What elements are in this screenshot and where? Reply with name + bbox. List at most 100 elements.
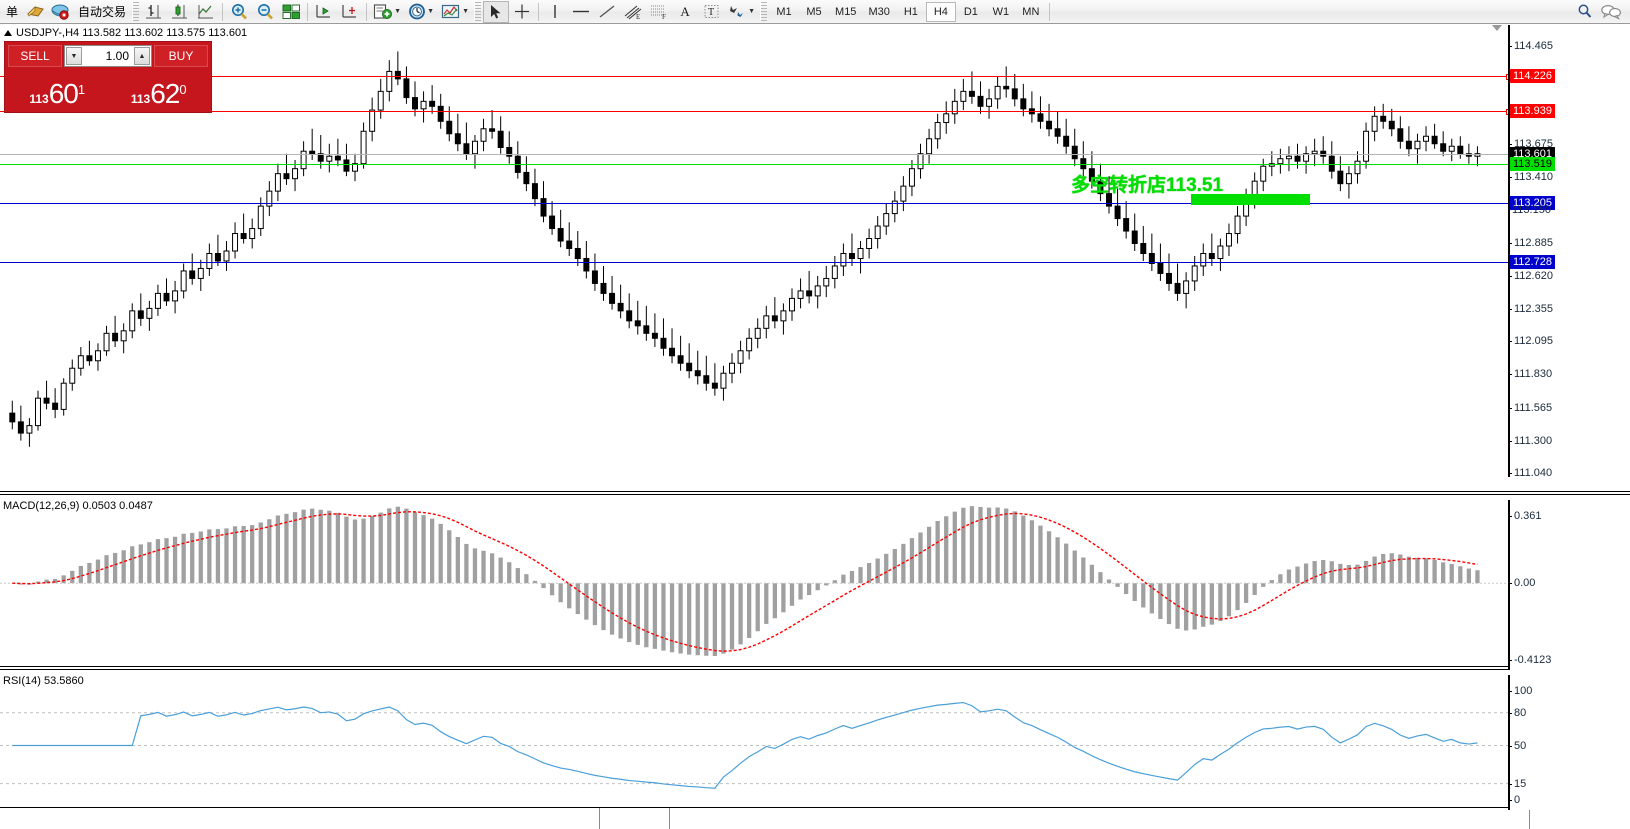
price-level-badge[interactable]: 113.150 — [1512, 203, 1551, 216]
expert-advisor-icon[interactable] — [22, 1, 48, 23]
price-level-badge[interactable]: 113.519 — [1510, 156, 1555, 171]
chevron-down-icon[interactable]: ▼ — [394, 8, 401, 15]
rsi-y-axis[interactable]: 100 80 50 15 0 — [1508, 675, 1630, 810]
price-level-line[interactable] — [0, 109, 1512, 116]
volume-decrease-button[interactable]: ▼ — [66, 47, 82, 65]
price-tick-label: 111.830 — [1508, 368, 1553, 381]
price-level-line[interactable] — [0, 163, 1508, 165]
macd-y-axis[interactable]: 0.361 0.00 -0.4123 — [1508, 500, 1630, 670]
price-level-line[interactable] — [0, 153, 1508, 155]
tile-windows-icon[interactable] — [278, 1, 304, 23]
price-tick-label: 114.465 — [1509, 39, 1553, 52]
main-toolbar: 单 自动交易 — [0, 0, 1630, 24]
horizontal-line-icon[interactable] — [568, 1, 594, 23]
price-level-badge[interactable]: 114.226 — [1510, 68, 1555, 83]
timeframe-button-m15[interactable]: M15 — [835, 5, 857, 18]
period-icon[interactable]: ▼ — [404, 1, 438, 23]
auto-trading-label[interactable]: 自动交易 — [78, 5, 127, 19]
macd-chart-canvas[interactable] — [0, 500, 1508, 670]
timeframe-button-h4[interactable]: H4 — [925, 1, 956, 22]
timeframe-button-d1[interactable]: D1 — [963, 5, 978, 18]
price-level-badge[interactable]: 112.728 — [1510, 255, 1555, 270]
price-tick-label: 111.565 — [1508, 401, 1553, 414]
pane-separator-macd[interactable] — [0, 491, 1630, 495]
sell-price-main: 60 — [48, 78, 79, 109]
volume-stepper[interactable]: ▼ 1.00 ▲ — [64, 45, 152, 67]
timeframe-button-m1[interactable]: M1 — [776, 5, 792, 18]
rsi-label: RSI(14) 53.5860 — [3, 675, 84, 687]
price-level-line[interactable] — [0, 73, 1512, 80]
price-y-axis[interactable]: 114.465 113.675 113.410 112.885 112.620 112.3… — [1508, 25, 1630, 479]
toolbar-grip[interactable] — [132, 2, 140, 21]
zoom-out-icon[interactable] — [252, 1, 278, 23]
one-click-trading-panel[interactable]: SELL ▼ 1.00 ▲ BUY 113 60 1 113 — [4, 41, 212, 113]
price-level-badge[interactable]: 113.205 — [1510, 195, 1555, 210]
chevron-down-icon-3[interactable]: ▼ — [462, 8, 469, 15]
pane-separator-rsi[interactable] — [0, 666, 1630, 670]
price-tick-label: 112.885 — [1509, 236, 1553, 249]
timeframe-button-h1[interactable]: H1 — [903, 5, 918, 18]
price-tick-label: 111.040 — [1508, 467, 1553, 479]
price-level-line[interactable] — [0, 202, 1508, 204]
chevron-down-icon-4[interactable]: ▼ — [748, 8, 755, 15]
buy-price-main: 62 — [150, 78, 180, 109]
price-tick-label: 113.410 — [1509, 171, 1553, 184]
trendline-icon[interactable] — [594, 1, 620, 23]
shapes-icon[interactable]: ▼ — [724, 1, 758, 23]
price-level-line[interactable] — [0, 262, 1508, 264]
volume-increase-button[interactable]: ▲ — [134, 47, 150, 65]
equidistant-channel-icon[interactable]: E — [620, 1, 646, 23]
auto-scroll-icon[interactable] — [311, 1, 337, 23]
line-chart-icon[interactable] — [193, 1, 219, 23]
text-label-icon[interactable]: A — [680, 3, 690, 19]
timeframe-group: M1 M5 M15 M30 H1 H4 D1 W1 MN — [769, 1, 1046, 22]
oct-price-row: 113 60 1 113 62 0 — [5, 70, 211, 112]
chevron-down-icon-2[interactable]: ▼ — [427, 8, 434, 15]
sell-price-display[interactable]: 113 60 1 — [8, 70, 107, 109]
cursor-icon[interactable] — [483, 0, 510, 23]
macd-label: MACD(12,26,9) 0.0503 0.0487 — [3, 500, 153, 512]
zoom-in-icon[interactable] — [226, 1, 252, 23]
fibonacci-icon[interactable]: F — [646, 1, 672, 23]
auto-trading-icon[interactable] — [48, 1, 74, 23]
rsi-chart-canvas[interactable] — [0, 675, 1508, 810]
timeframe-button-m5[interactable]: M5 — [806, 5, 822, 18]
volume-value[interactable]: 1.00 — [105, 49, 129, 63]
timeframe-button-mn[interactable]: MN — [1022, 5, 1040, 18]
buy-price-display[interactable]: 113 62 0 — [109, 70, 208, 109]
rsi-tick-label: 0 — [1508, 794, 1521, 806]
text-object-icon[interactable]: T — [698, 1, 724, 23]
toolbar-grip-3[interactable] — [760, 2, 768, 21]
rsi-pane[interactable]: RSI(14) 53.5860 100 80 50 15 0 — [0, 675, 1630, 810]
timeframe-button-m30[interactable]: M30 — [868, 5, 890, 18]
toolbar-grip-2[interactable] — [474, 2, 482, 21]
chart-title-text: USDJPY-,H4 113.582 113.602 113.575 113.6… — [16, 27, 248, 39]
chat-icon[interactable] — [1598, 1, 1624, 23]
price-tick-label: 112.355 — [1509, 302, 1553, 315]
search-icon[interactable] — [1572, 1, 1598, 23]
templates-icon[interactable]: ▼ — [438, 1, 472, 23]
price-tick-label: 111.300 — [1508, 434, 1553, 447]
vertical-line-icon[interactable] — [542, 1, 568, 23]
chart-window[interactable]: USDJPY-,H4 113.582 113.602 113.575 113.6… — [0, 25, 1630, 829]
price-level-badge[interactable]: 113.939 — [1510, 104, 1555, 119]
price-chart-canvas[interactable] — [0, 25, 1508, 477]
rsi-tick-label: 100 — [1508, 685, 1533, 697]
crosshair-icon[interactable] — [509, 1, 535, 23]
macd-pane[interactable]: MACD(12,26,9) 0.0503 0.0487 0.361 0.00 -0.… — [0, 500, 1630, 670]
sell-button[interactable]: SELL — [8, 45, 62, 67]
status-cell-1 — [0, 808, 600, 829]
timeframe-button-w1[interactable]: W1 — [992, 5, 1010, 18]
chart-shift-icon[interactable] — [337, 1, 363, 23]
toolbar-divider-2 — [307, 2, 309, 21]
bar-chart-icon[interactable] — [141, 1, 167, 23]
collapse-arrow-icon[interactable] — [1492, 25, 1502, 31]
macd-tick-label: -0.4123 — [1508, 654, 1552, 666]
indicators-icon[interactable]: ▼ — [370, 1, 404, 23]
new-order-label[interactable]: 单 — [6, 5, 19, 19]
price-pane[interactable]: USDJPY-,H4 113.582 113.602 113.575 113.6… — [0, 25, 1630, 479]
buy-button[interactable]: BUY — [154, 45, 208, 67]
svg-text:T: T — [708, 7, 714, 18]
green-zone-marker — [1191, 194, 1310, 205]
candlestick-chart-icon[interactable] — [167, 1, 193, 23]
